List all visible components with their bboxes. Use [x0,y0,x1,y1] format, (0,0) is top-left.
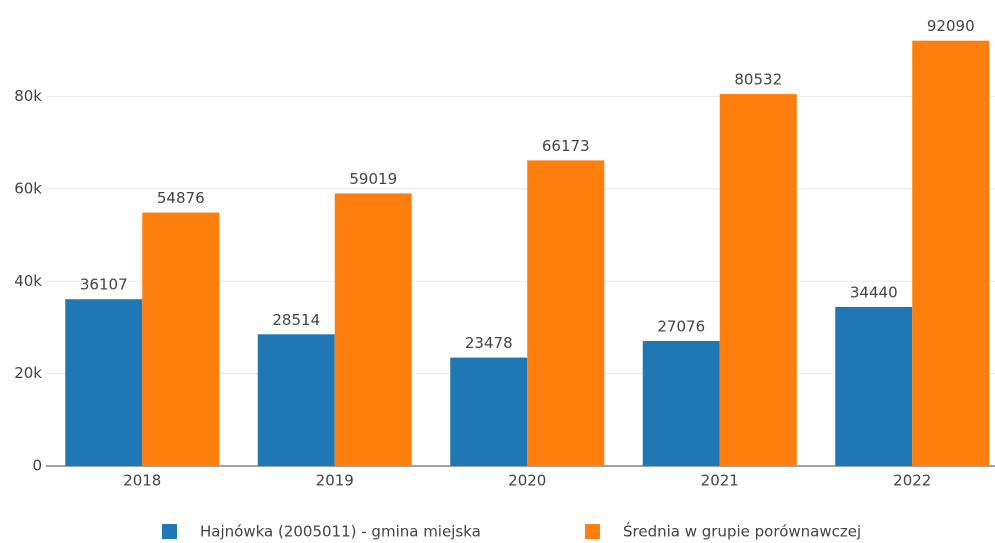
legend-label: Średnia w grupie porównawczej [623,522,861,541]
bar [142,212,220,466]
y-tick-label: 40k [14,272,42,290]
data-label: 23478 [465,334,513,352]
data-label: 28514 [272,311,320,329]
x-tick-label: 2021 [701,472,739,490]
data-label: 34440 [850,283,898,301]
bar [642,340,720,466]
y-tick-label: 60k [14,179,42,197]
legend-swatch [585,524,600,539]
data-label: 92090 [927,17,975,35]
x-tick-label: 2022 [893,472,931,490]
data-label: 66173 [542,137,590,155]
bar [912,40,990,466]
bar [719,94,797,466]
bar [65,299,143,466]
y-tick-label: 0 [32,457,42,475]
data-label: 54876 [157,189,205,207]
data-label: 80532 [734,71,782,89]
data-label: 27076 [657,317,705,335]
x-tick-label: 2020 [508,472,546,490]
data-label: 59019 [349,170,397,188]
bar [527,160,605,466]
y-tick-label: 20k [14,364,42,382]
bar [334,193,412,466]
bar [450,357,528,466]
x-tick-label: 2019 [316,472,354,490]
x-tick-label: 2018 [123,472,161,490]
data-label: 36107 [80,276,128,294]
legend-swatch [162,524,177,539]
bar [257,334,335,466]
y-tick-label: 80k [14,87,42,105]
bar [835,306,913,466]
legend-label: Hajnówka (2005011) - gmina miejska [200,523,481,541]
